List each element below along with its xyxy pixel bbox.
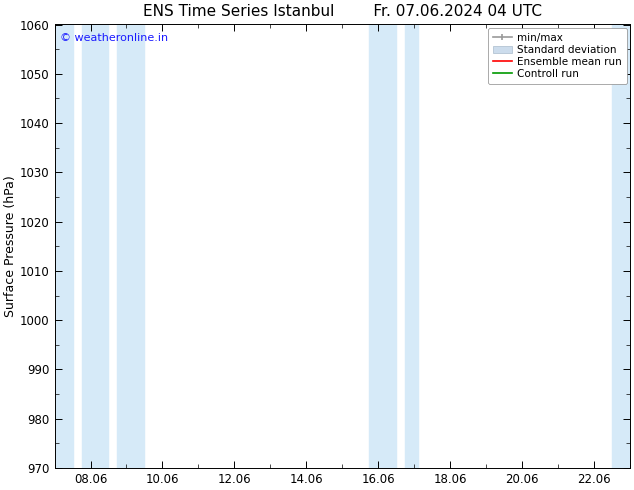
Bar: [612, 24, 633, 468]
Bar: [51, 24, 72, 468]
Bar: [82, 24, 108, 468]
Bar: [405, 24, 418, 468]
Y-axis label: Surface Pressure (hPa): Surface Pressure (hPa): [4, 175, 17, 317]
Text: © weatheronline.in: © weatheronline.in: [60, 33, 169, 44]
Title: ENS Time Series Istanbul        Fr. 07.06.2024 04 UTC: ENS Time Series Istanbul Fr. 07.06.2024 …: [143, 4, 541, 19]
Bar: [369, 24, 396, 468]
Bar: [117, 24, 145, 468]
Legend: min/max, Standard deviation, Ensemble mean run, Controll run: min/max, Standard deviation, Ensemble me…: [488, 27, 626, 84]
